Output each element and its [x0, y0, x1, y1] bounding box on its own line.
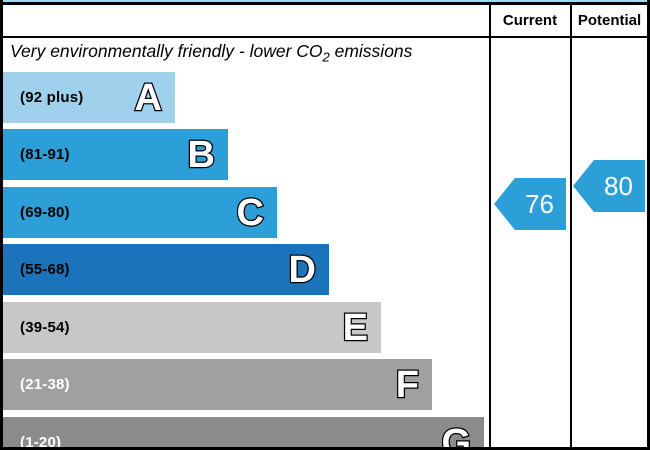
- divider-potential-column: [570, 2, 572, 450]
- potential-rating-arrow: 80: [573, 160, 645, 212]
- band-row-B: (81-91) B: [3, 129, 228, 180]
- band-row-E: (39-54) E: [3, 302, 381, 353]
- potential-rating-value: 80: [604, 170, 633, 201]
- band-range-label: (81-91): [20, 146, 70, 163]
- band-row-A: (92 plus) A: [3, 72, 175, 123]
- band-letter: A: [133, 76, 163, 119]
- border-left: [0, 0, 3, 450]
- band-letter: G: [440, 421, 472, 450]
- border-top: [0, 2, 650, 5]
- band-range-label: (92 plus): [20, 89, 84, 106]
- band-range-label: (55-68): [20, 261, 70, 278]
- band-row-F: (21-38) F: [3, 359, 432, 410]
- current-rating-arrow: 76: [494, 178, 566, 230]
- chart-title: Very environmentally friendly - lower CO…: [10, 41, 484, 65]
- header-cell-current: Current: [502, 12, 558, 29]
- band-letter: E: [341, 306, 369, 349]
- border-right: [647, 0, 650, 450]
- band-letter: C: [235, 191, 265, 234]
- chart-title-text: Very environmentally friendly - lower CO: [10, 41, 323, 61]
- band-letter: F: [395, 363, 421, 406]
- band-row-G: (1-20) G: [3, 417, 484, 450]
- band-range-label: (69-80): [20, 204, 70, 221]
- current-rating-value: 76: [525, 188, 554, 219]
- band-letter: B: [186, 133, 216, 176]
- divider-current-column: [489, 2, 491, 450]
- band-range-label: (21-38): [20, 376, 70, 393]
- header-underline: [0, 36, 650, 38]
- top-accent-strip: [0, 0, 650, 2]
- band-row-D: (55-68) D: [3, 244, 329, 295]
- header-cell-potential: Potential: [577, 12, 642, 29]
- chart-title-subscript: 2: [322, 49, 330, 65]
- band-range-label: (39-54): [20, 319, 70, 336]
- border-bottom: [0, 447, 650, 450]
- band-letter: D: [287, 248, 317, 291]
- chart-title-suffix: emissions: [329, 41, 413, 61]
- band-row-C: (69-80) C: [3, 187, 277, 238]
- band-range-label: (1-20): [20, 434, 62, 450]
